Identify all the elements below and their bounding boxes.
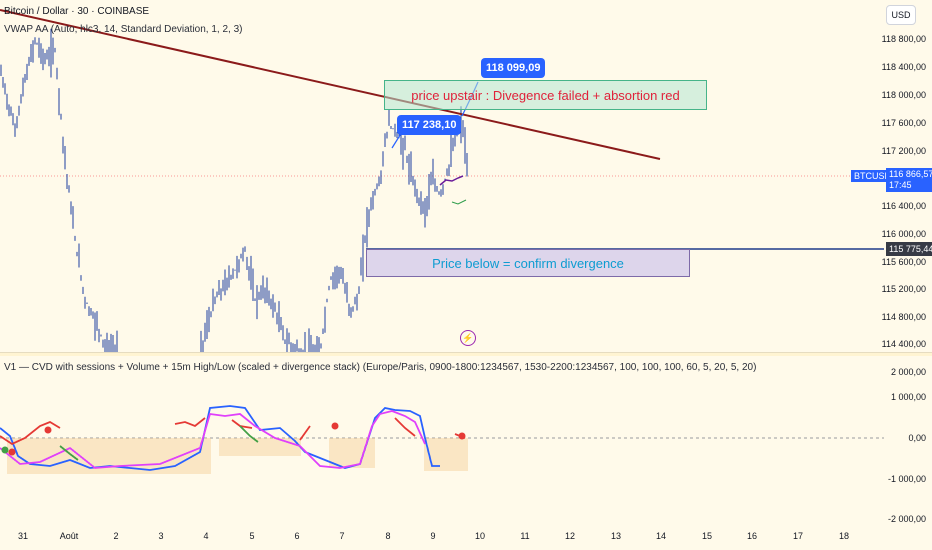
price-tick: 116 000,00 xyxy=(881,229,926,239)
level-price-tag: 115 775,44 xyxy=(886,242,932,256)
currency-button[interactable]: USD xyxy=(886,5,916,25)
price-chart-pane[interactable] xyxy=(0,0,884,352)
time-tick: 12 xyxy=(564,531,576,541)
divergence-marker xyxy=(8,448,16,456)
vwap-line xyxy=(439,175,464,186)
mid-price-callout[interactable]: 117 238,10 xyxy=(397,115,462,135)
divergence-marker xyxy=(44,426,52,434)
current-price-value: 116 866,57 xyxy=(889,169,932,179)
chart-title[interactable]: Bitcoin / Dollar · 30 · COINBASE xyxy=(4,6,150,17)
price-tick: 115 600,00 xyxy=(881,257,926,267)
divergence-marker xyxy=(458,432,466,440)
price-axis[interactable]: 118 800,00 118 400,00 118 000,00 117 600… xyxy=(881,0,932,524)
time-tick: 11 xyxy=(520,531,530,541)
time-tick: 5 xyxy=(249,531,255,541)
price-tick: 115 200,00 xyxy=(881,284,926,294)
price-tick: 114 400,00 xyxy=(881,339,926,349)
price-tick: 118 000,00 xyxy=(881,90,926,100)
cvd-indicator-pane[interactable] xyxy=(0,356,884,522)
cvd-tick: 1 000,00 xyxy=(890,392,926,402)
price-tick: 118 800,00 xyxy=(881,34,926,44)
confirm-divergence-note[interactable]: Price below = confirm divergence xyxy=(366,249,690,277)
time-tick: 17 xyxy=(792,531,804,541)
time-tick: 3 xyxy=(158,531,164,541)
cvd-tick: -1 000,00 xyxy=(887,474,926,484)
cvd-tick: -2 000,00 xyxy=(887,514,926,524)
price-tick: 118 400,00 xyxy=(881,62,926,72)
volume-histogram xyxy=(7,438,468,474)
current-price-tag: 116 866,57 17:45 xyxy=(886,168,932,192)
time-tick: 9 xyxy=(430,531,436,541)
lightning-icon[interactable]: ⚡ xyxy=(460,330,476,346)
vwap-lower-band xyxy=(451,199,467,205)
resistance-trendline[interactable] xyxy=(0,9,661,160)
vwap-legend[interactable]: VWAP AA (Auto, hlc3, 14, Standard Deviat… xyxy=(4,24,243,35)
divergence-marker xyxy=(1,446,9,454)
cvd-tick: 0,00 xyxy=(908,433,926,443)
time-tick: 16 xyxy=(746,531,758,541)
time-tick: 31 xyxy=(17,531,29,541)
cvd-lines xyxy=(0,405,466,471)
cvd-line xyxy=(59,425,259,461)
time-tick: 15 xyxy=(701,531,713,541)
price-tick: 116 400,00 xyxy=(881,201,926,211)
divergence-failed-note[interactable]: price upstair : Divegence failed + absor… xyxy=(384,80,707,110)
time-tick: 4 xyxy=(203,531,209,541)
time-tick: 10 xyxy=(474,531,486,541)
pane-separator[interactable] xyxy=(0,352,932,356)
indicator-legend[interactable]: V1 — CVD with sessions + Volume + 15m Hi… xyxy=(4,362,757,373)
time-tick: 13 xyxy=(610,531,622,541)
time-tick: Août xyxy=(59,531,79,541)
divergence-marker xyxy=(331,422,339,430)
time-tick: 8 xyxy=(385,531,391,541)
bar-countdown: 17:45 xyxy=(889,180,912,190)
price-tick: 117 600,00 xyxy=(881,118,926,128)
high-price-callout[interactable]: 118 099,09 xyxy=(481,58,546,78)
price-tick: 117 200,00 xyxy=(881,146,926,156)
price-tick: 114 800,00 xyxy=(881,312,926,322)
cvd-tick: 2 000,00 xyxy=(890,367,926,377)
price-candles xyxy=(0,28,468,352)
time-tick: 18 xyxy=(838,531,850,541)
symbol-tag: BTCUSD xyxy=(851,170,895,182)
time-tick: 6 xyxy=(294,531,300,541)
time-tick: 14 xyxy=(655,531,667,541)
time-tick: 7 xyxy=(339,531,345,541)
cvd-line xyxy=(0,410,426,469)
time-tick: 2 xyxy=(113,531,119,541)
